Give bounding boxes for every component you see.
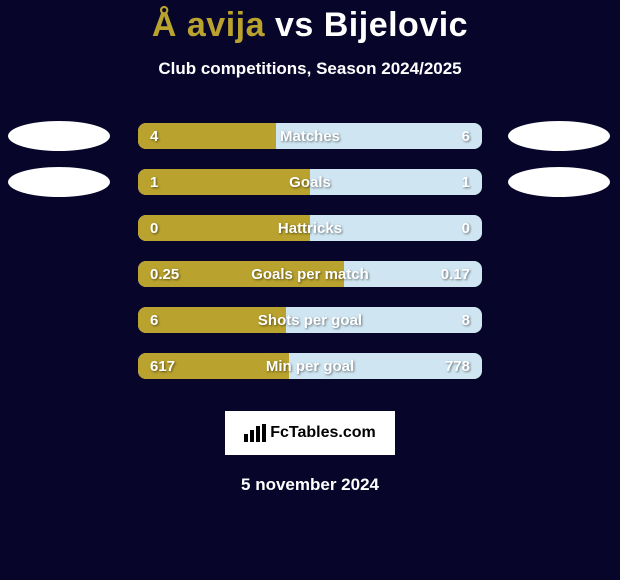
brand-badge: FcTables.com <box>225 411 395 455</box>
stat-bar: 00Hattricks <box>138 215 482 241</box>
date-label: 5 november 2024 <box>0 475 620 495</box>
stat-row: 617778Min per goal <box>0 343 620 389</box>
stat-label: Matches <box>138 123 482 149</box>
stat-row: 00Hattricks <box>0 205 620 251</box>
player2-name: Bijelovic <box>324 6 468 44</box>
stat-bar: 68Shots per goal <box>138 307 482 333</box>
player1-avatar <box>8 121 110 151</box>
stats-list: 46Matches 11Goals 00Hattricks 0.250.17Goals… <box>0 113 620 389</box>
player2-avatar <box>508 167 610 197</box>
stat-bar: 0.250.17Goals per match <box>138 261 482 287</box>
stat-row: 11Goals <box>0 159 620 205</box>
stat-row: 46Matches <box>0 113 620 159</box>
page-title: Å avija vs Bijelovic <box>0 6 620 45</box>
stat-label: Shots per goal <box>138 307 482 333</box>
stat-bar: 11Goals <box>138 169 482 195</box>
player2-avatar <box>508 121 610 151</box>
stat-label: Hattricks <box>138 215 482 241</box>
player1-avatar <box>8 167 110 197</box>
stat-bar: 46Matches <box>138 123 482 149</box>
stat-row: 0.250.17Goals per match <box>0 251 620 297</box>
stat-label: Goals <box>138 169 482 195</box>
comparison-infographic: Å avija vs Bijelovic Club competitions, … <box>0 0 620 580</box>
brand-text: FcTables.com <box>270 424 376 442</box>
stat-label: Min per goal <box>138 353 482 379</box>
stat-label: Goals per match <box>138 261 482 287</box>
stat-bar: 617778Min per goal <box>138 353 482 379</box>
stat-row: 68Shots per goal <box>0 297 620 343</box>
subtitle: Club competitions, Season 2024/2025 <box>0 59 620 79</box>
player1-name: Å avija <box>152 6 265 44</box>
brand-bars-icon <box>244 424 266 442</box>
title-vs: vs <box>275 6 314 44</box>
